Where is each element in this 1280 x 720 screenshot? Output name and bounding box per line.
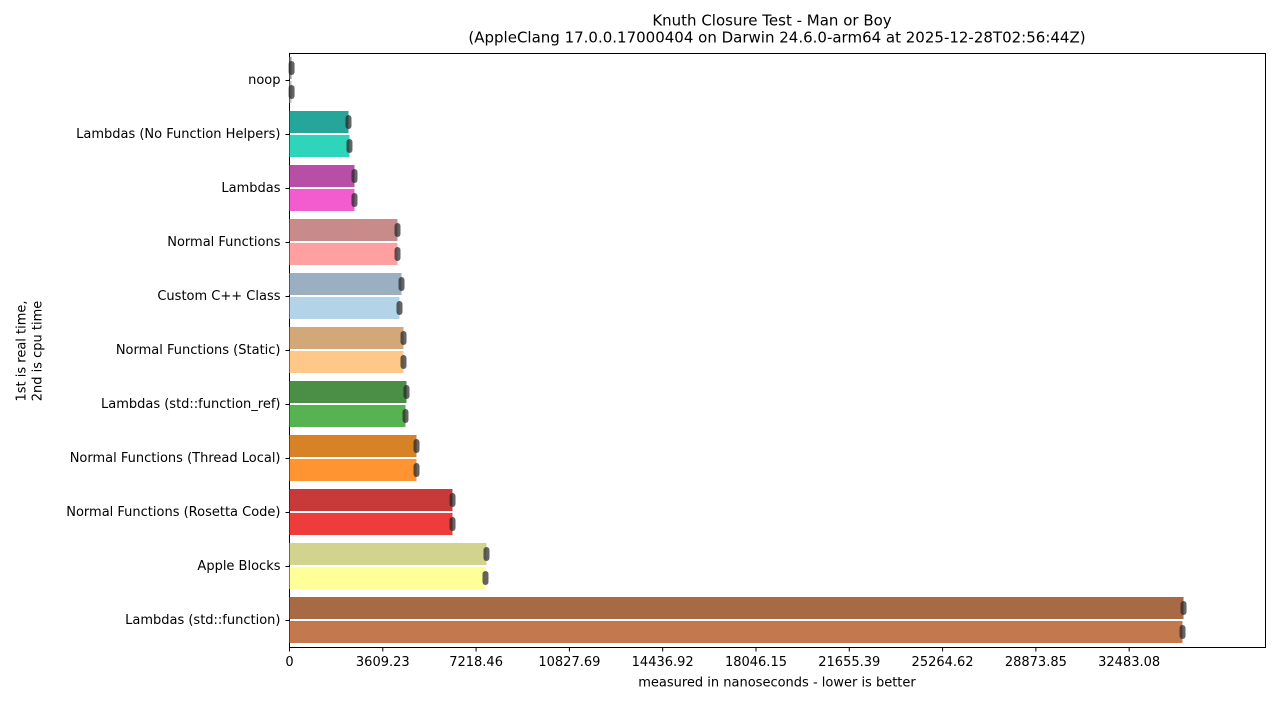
y-tick-label: Normal Functions bbox=[167, 235, 280, 250]
error-cap bbox=[351, 193, 358, 207]
y-tick-label: Normal Functions (Rosetta Code) bbox=[66, 505, 280, 520]
error-cap bbox=[1179, 625, 1186, 639]
bar bbox=[289, 435, 417, 457]
error-cap bbox=[400, 331, 407, 345]
bar bbox=[289, 189, 355, 211]
error-cap bbox=[400, 355, 407, 369]
bar bbox=[289, 621, 1183, 643]
chart-title: Knuth Closure Test - Man or Boy bbox=[652, 12, 891, 30]
error-cap bbox=[345, 115, 352, 129]
y-tick-label: Apple Blocks bbox=[197, 559, 280, 574]
x-tick-label: 10827.69 bbox=[538, 655, 600, 670]
x-tick-label: 7218.46 bbox=[449, 655, 503, 670]
error-cap bbox=[402, 409, 409, 423]
y-tick-label: Normal Functions (Static) bbox=[116, 343, 281, 358]
error-cap bbox=[346, 139, 353, 153]
bar bbox=[289, 597, 1184, 619]
x-tick-label: 0 bbox=[285, 655, 293, 670]
y-tick-label: Lambdas bbox=[221, 181, 280, 196]
error-cap bbox=[398, 277, 405, 291]
bar bbox=[289, 111, 349, 133]
error-cap bbox=[288, 85, 295, 99]
x-tick-label: 32483.08 bbox=[1098, 655, 1160, 670]
bar bbox=[289, 459, 417, 481]
error-cap bbox=[1180, 601, 1187, 615]
x-axis-label: measured in nanoseconds - lower is bette… bbox=[638, 676, 916, 691]
x-tick-label: 21655.39 bbox=[818, 655, 880, 670]
y-tick-label: Custom C++ Class bbox=[157, 289, 280, 304]
y-tick-label: Normal Functions (Thread Local) bbox=[70, 451, 281, 466]
y-tick-label: Lambdas (std::function) bbox=[125, 613, 280, 628]
bar bbox=[289, 513, 453, 535]
bar bbox=[289, 297, 400, 319]
bar bbox=[289, 243, 398, 265]
error-cap bbox=[394, 247, 401, 261]
y-tick-label: noop bbox=[248, 73, 280, 88]
error-cap bbox=[483, 547, 490, 561]
error-cap bbox=[351, 169, 358, 183]
error-cap bbox=[482, 571, 489, 585]
error-cap bbox=[413, 463, 420, 477]
x-tick-label: 14436.92 bbox=[632, 655, 694, 670]
bar bbox=[289, 543, 487, 565]
x-tick-label: 18046.15 bbox=[725, 655, 787, 670]
error-cap bbox=[396, 301, 403, 315]
y-axis-label: 2nd is cpu time bbox=[31, 301, 46, 402]
y-axis-label: 1st is real time, bbox=[15, 300, 30, 401]
x-tick-label: 3609.23 bbox=[356, 655, 410, 670]
bar bbox=[289, 273, 402, 295]
y-tick-label: Lambdas (std::function_ref) bbox=[101, 397, 281, 412]
x-tick-label: 28873.85 bbox=[1005, 655, 1067, 670]
bar bbox=[289, 567, 486, 589]
bar bbox=[289, 327, 404, 349]
bar bbox=[289, 165, 355, 187]
bar bbox=[289, 219, 398, 241]
error-cap bbox=[449, 517, 456, 531]
bar bbox=[289, 135, 350, 157]
bar bbox=[289, 489, 453, 511]
bar bbox=[289, 381, 407, 403]
error-cap bbox=[394, 223, 401, 237]
error-cap bbox=[403, 385, 410, 399]
error-cap bbox=[413, 439, 420, 453]
chart-subtitle: (AppleClang 17.0.0.17000404 on Darwin 24… bbox=[468, 29, 1085, 47]
y-tick-label: Lambdas (No Function Helpers) bbox=[76, 127, 280, 142]
bar bbox=[289, 405, 406, 427]
bar bbox=[289, 351, 404, 373]
x-tick-label: 25264.62 bbox=[912, 655, 974, 670]
error-cap bbox=[449, 493, 456, 507]
error-cap bbox=[288, 61, 295, 75]
